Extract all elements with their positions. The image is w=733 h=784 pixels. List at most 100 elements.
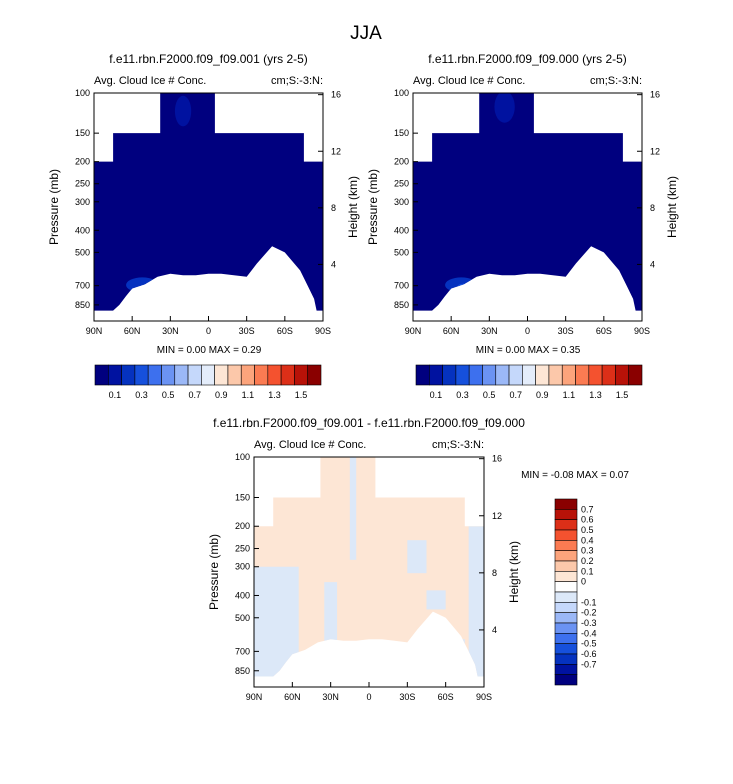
contour-region-1 bbox=[324, 582, 338, 644]
colorbar-box bbox=[294, 364, 309, 386]
contour-region-2 bbox=[349, 457, 357, 560]
y-tick-label: 500 bbox=[394, 247, 409, 257]
contour-region-5 bbox=[420, 639, 465, 677]
y-tick-label: 300 bbox=[235, 562, 250, 572]
colorbar-label: 0 bbox=[581, 577, 586, 587]
x-tick-label: 60S bbox=[438, 692, 454, 702]
y-tick-label: 250 bbox=[235, 544, 250, 554]
x-tick-label: 30N bbox=[162, 326, 179, 336]
colorbar-label: 0.6 bbox=[581, 515, 594, 525]
contour-field bbox=[254, 457, 484, 677]
y2-tick-label: 4 bbox=[331, 259, 336, 269]
panel-top-left: 90N 60N 30N 0 30S 60S 90S 100 150 200 250 300 400 500… bbox=[47, 52, 360, 400]
y-tick-label: 300 bbox=[394, 197, 409, 207]
colorbar-box bbox=[535, 364, 550, 386]
x-tick-label: 90N bbox=[246, 692, 263, 702]
colorbar-label: 1.3 bbox=[589, 390, 602, 400]
colorbar-box bbox=[455, 364, 470, 386]
left-string: Avg. Cloud Ice # Conc. bbox=[254, 439, 366, 451]
colorbar-box bbox=[254, 364, 269, 386]
colorbar-box bbox=[522, 364, 536, 386]
y-axis-label: Pressure (mb) bbox=[207, 534, 221, 610]
colorbar-label: 1.3 bbox=[268, 390, 281, 400]
y-tick-label: 300 bbox=[75, 197, 90, 207]
colorbar-box bbox=[628, 364, 643, 386]
min-max-stats: MIN = -0.08 MAX = 0.07 bbox=[521, 470, 629, 481]
y-tick-label: 400 bbox=[235, 590, 250, 600]
y2-tick-label: 16 bbox=[650, 90, 660, 100]
x-tick-label: 90N bbox=[86, 326, 103, 336]
stats-min: -0.08 bbox=[551, 470, 574, 481]
colorbar-box bbox=[267, 364, 282, 386]
stats-min-label: MIN = bbox=[157, 345, 184, 356]
colorbar-label: 1.1 bbox=[563, 390, 576, 400]
colorbar-box bbox=[554, 550, 578, 562]
contour-blob-3 bbox=[627, 133, 642, 152]
colorbar-box bbox=[214, 364, 229, 386]
colorbar-box bbox=[554, 581, 578, 593]
colorbar: 0.1 0.3 0.5 0.7 0.9 1.1 1.3 1.5 bbox=[415, 364, 643, 400]
x-tick-label: 30N bbox=[322, 692, 339, 702]
colorbar-box bbox=[415, 364, 430, 386]
y2-tick-label: 12 bbox=[650, 146, 660, 156]
colorbar-box bbox=[174, 364, 189, 386]
contour-region-4 bbox=[426, 590, 446, 610]
stats-max: 0.07 bbox=[609, 470, 629, 481]
y2-tick-label: 8 bbox=[492, 568, 497, 578]
contour-region-6 bbox=[468, 526, 484, 677]
y-tick-label: 700 bbox=[75, 281, 90, 291]
colorbar-label: 0.9 bbox=[215, 390, 228, 400]
panel-title: f.e11.rbn.F2000.f09_f09.001 - f.e11.rbn.… bbox=[213, 416, 525, 430]
x-tick-label: 90S bbox=[634, 326, 650, 336]
x-tick-label: 0 bbox=[206, 326, 211, 336]
stats-max-label: MAX = bbox=[576, 470, 606, 481]
colorbar-label: -0.4 bbox=[581, 628, 597, 638]
colorbar-box bbox=[442, 364, 457, 386]
colorbar-label: 0.1 bbox=[109, 390, 122, 400]
y-tick-label: 150 bbox=[394, 128, 409, 138]
panel-difference: 90N 60N 30N 0 30S 60S 90S 100 150 200 250 300 400 500… bbox=[207, 416, 629, 702]
contour-blob-2 bbox=[174, 95, 192, 127]
colorbar-box bbox=[495, 364, 510, 386]
y-tick-label: 150 bbox=[235, 493, 250, 503]
stats-max: 0.29 bbox=[242, 345, 262, 356]
colorbar-label: 0.7 bbox=[188, 390, 201, 400]
x-tick-label: 0 bbox=[366, 692, 371, 702]
right-string: cm;S:-3:N: bbox=[590, 75, 642, 87]
x-tick-label: 0 bbox=[525, 326, 530, 336]
colorbar-label: 1.5 bbox=[295, 390, 308, 400]
colorbar-box bbox=[227, 364, 242, 386]
y-axis-label: Pressure (mb) bbox=[366, 169, 380, 245]
colorbar-box bbox=[548, 364, 563, 386]
colorbar-box bbox=[554, 602, 578, 613]
colorbar-box bbox=[482, 364, 497, 386]
colorbar-box bbox=[161, 364, 176, 386]
y2-axis-label: Height (km) bbox=[346, 176, 360, 238]
y-tick-label: 100 bbox=[394, 88, 409, 98]
colorbar-box bbox=[554, 571, 578, 582]
colorbar-box bbox=[428, 364, 443, 386]
colorbar-box bbox=[201, 364, 215, 386]
contour-blob-1 bbox=[457, 283, 470, 290]
x-tick-label: 60N bbox=[124, 326, 141, 336]
colorbar-box bbox=[554, 664, 578, 675]
colorbar-label: 0.1 bbox=[581, 566, 594, 576]
colorbar-label: -0.5 bbox=[581, 639, 597, 649]
y-tick-label: 850 bbox=[75, 300, 90, 310]
y-tick-label: 100 bbox=[75, 88, 90, 98]
y-tick-label: 400 bbox=[394, 225, 409, 235]
contour-region-0 bbox=[254, 566, 299, 677]
colorbar-label: -0.6 bbox=[581, 649, 597, 659]
y-tick-label: 250 bbox=[75, 179, 90, 189]
x-tick-label: 60N bbox=[443, 326, 460, 336]
y-tick-label: 200 bbox=[394, 157, 409, 167]
stats-max-label: MAX = bbox=[209, 345, 239, 356]
colorbar-box bbox=[187, 364, 202, 386]
stats-max: 0.35 bbox=[561, 345, 581, 356]
colorbar-box bbox=[307, 364, 322, 386]
stats-min: 0.00 bbox=[505, 345, 525, 356]
y2-tick-label: 16 bbox=[331, 90, 341, 100]
y-tick-label: 700 bbox=[394, 281, 409, 291]
y2-tick-label: 8 bbox=[650, 203, 655, 213]
